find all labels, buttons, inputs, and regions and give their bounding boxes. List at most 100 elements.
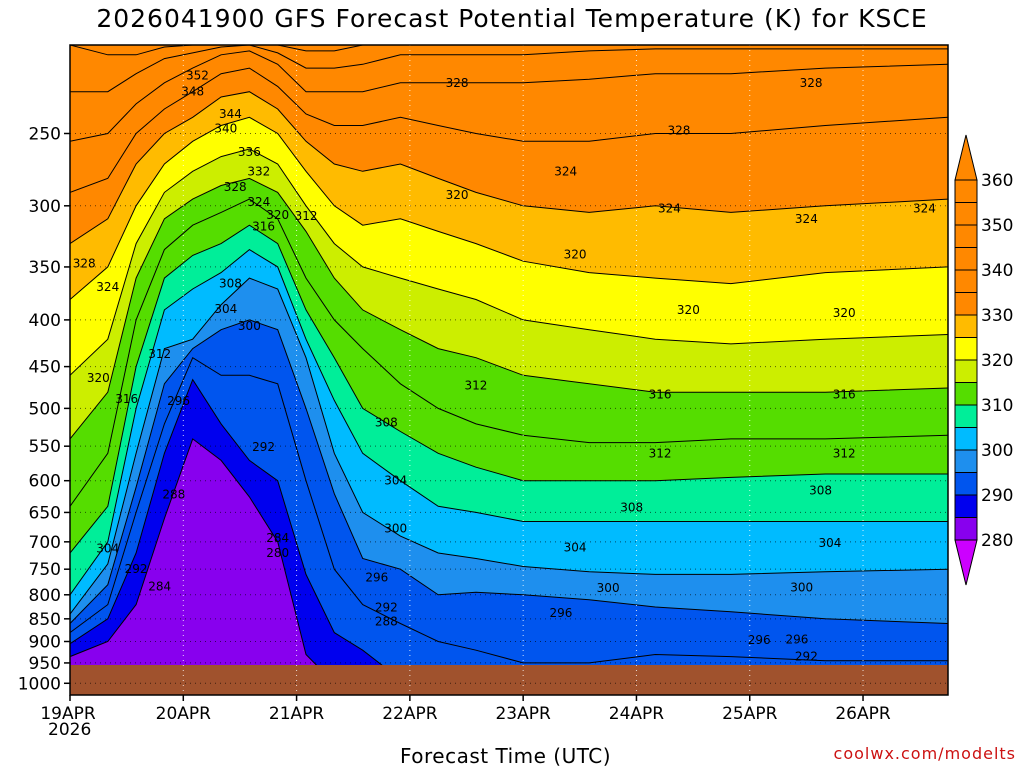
contour-label: 304 [214, 302, 237, 316]
chart-title: 2026041900 GFS Forecast Potential Temper… [96, 4, 928, 33]
contour-label: 328 [667, 123, 690, 137]
colorbar-label: 300 [981, 441, 1013, 461]
contour-label: 312 [148, 347, 171, 361]
contour-label: 304 [384, 474, 407, 488]
contour-label: 328 [224, 180, 247, 194]
colorbar-segment [954, 314, 978, 338]
contour-label: 340 [214, 122, 237, 136]
contour-label: 320 [564, 247, 587, 261]
contour-label: 296 [785, 632, 808, 646]
y-tick-label: 250 [29, 124, 61, 144]
colorbar-segment [954, 517, 978, 541]
colorbar-label: 330 [981, 306, 1013, 326]
x-tick-label: 21APR [269, 704, 325, 724]
y-tick-label: 950 [29, 654, 61, 674]
contour-label: 288 [162, 487, 185, 501]
y-tick-label: 500 [29, 399, 61, 419]
y-tick-label: 900 [29, 632, 61, 652]
colorbar-segment [954, 224, 978, 248]
x-tick-label: 25APR [722, 704, 778, 724]
theta-band-284 [70, 438, 948, 695]
y-tick-label: 650 [29, 503, 61, 523]
contour-label: 328 [446, 76, 469, 90]
y-tick-label: 600 [29, 472, 61, 492]
colorbar-segment [954, 292, 978, 316]
contour-label: 316 [252, 219, 275, 233]
colorbar-bottom-arrow [954, 539, 978, 586]
isentrope-304 [70, 248, 948, 596]
colorbar-segment [954, 247, 978, 271]
contour-label: 328 [73, 257, 96, 271]
colorbar-segment [954, 472, 978, 496]
x-axis-title: Forecast Time (UTC) [400, 744, 612, 768]
x-tick-label: 19APR [40, 704, 96, 724]
x-tick-label: 22APR [382, 704, 438, 724]
contour-label: 304 [96, 542, 119, 556]
x-tick-label: 26APR [835, 704, 891, 724]
colorbar-label: 310 [981, 396, 1013, 416]
colorbar-segment [954, 179, 978, 203]
isentrope-316 [70, 177, 948, 440]
colorbar-label: 340 [981, 261, 1013, 281]
contour-label: 288 [375, 615, 398, 629]
y-tick-label: 850 [29, 610, 61, 630]
colorbar-label: 290 [981, 486, 1013, 506]
y-tick-label: 350 [29, 258, 61, 278]
contour-label: 308 [219, 277, 242, 291]
contour-label: 324 [247, 195, 270, 209]
colorbar-label: 350 [981, 216, 1013, 236]
colorbar-label: 360 [981, 171, 1013, 191]
contour-label: 320 [833, 306, 856, 320]
contour-label: 300 [790, 580, 813, 594]
contour-label: 352 [186, 69, 209, 83]
contour-label: 284 [148, 579, 171, 593]
colorbar-segment [954, 382, 978, 406]
contour-label: 292 [125, 562, 148, 576]
isentrope-312 [70, 198, 948, 507]
contour-label: 308 [375, 415, 398, 429]
contour-label: 308 [809, 483, 832, 497]
colorbar-segment [954, 337, 978, 361]
isentrope-308 [70, 224, 948, 554]
isentrope-344 [70, 45, 948, 56]
x-tick-label: 23APR [495, 704, 551, 724]
contour-label: 296 [365, 571, 388, 585]
colorbar-segment [954, 427, 978, 451]
y-tick-label: 800 [29, 586, 61, 606]
contour-label: 296 [748, 633, 771, 647]
contour-label: 312 [295, 209, 318, 223]
contour-label: 312 [833, 446, 856, 460]
colorbar-segment [954, 449, 978, 473]
ground-below-surface [70, 665, 948, 695]
colorbar-segment [954, 404, 978, 428]
isentrope-332 [70, 67, 948, 193]
y-tick-label: 750 [29, 560, 61, 580]
colorbar-segment [954, 494, 978, 518]
colorbar-segment [954, 269, 978, 293]
isentrope-292 [70, 356, 948, 664]
y-tick-label: 700 [29, 533, 61, 553]
contour-label: 308 [620, 501, 643, 515]
contour-label: 332 [247, 164, 270, 178]
contour-label: 300 [238, 319, 261, 333]
colorbar-segment [954, 202, 978, 226]
isentrope-320 [70, 148, 948, 376]
colorbar-label: 320 [981, 351, 1013, 371]
contour-label: 324 [795, 212, 818, 226]
colorbar-segment [954, 359, 978, 383]
contour-label: 300 [384, 522, 407, 536]
contour-label: 328 [800, 76, 823, 90]
x-axis-year-label: 2026 [48, 720, 92, 740]
contour-label: 316 [115, 392, 138, 406]
plot-frame [69, 44, 949, 696]
x-tick-label: 20APR [156, 704, 212, 724]
contour-label: 304 [819, 536, 842, 550]
contour-label: 304 [564, 540, 587, 554]
contour-label: 280 [266, 546, 289, 560]
contour-label: 292 [252, 440, 275, 454]
contour-label: 320 [87, 371, 110, 385]
contour-label: 336 [238, 145, 261, 159]
credit-link[interactable]: coolwx.com/modelts [833, 744, 1016, 763]
contour-label: 296 [167, 394, 190, 408]
y-tick-label: 400 [29, 311, 61, 331]
